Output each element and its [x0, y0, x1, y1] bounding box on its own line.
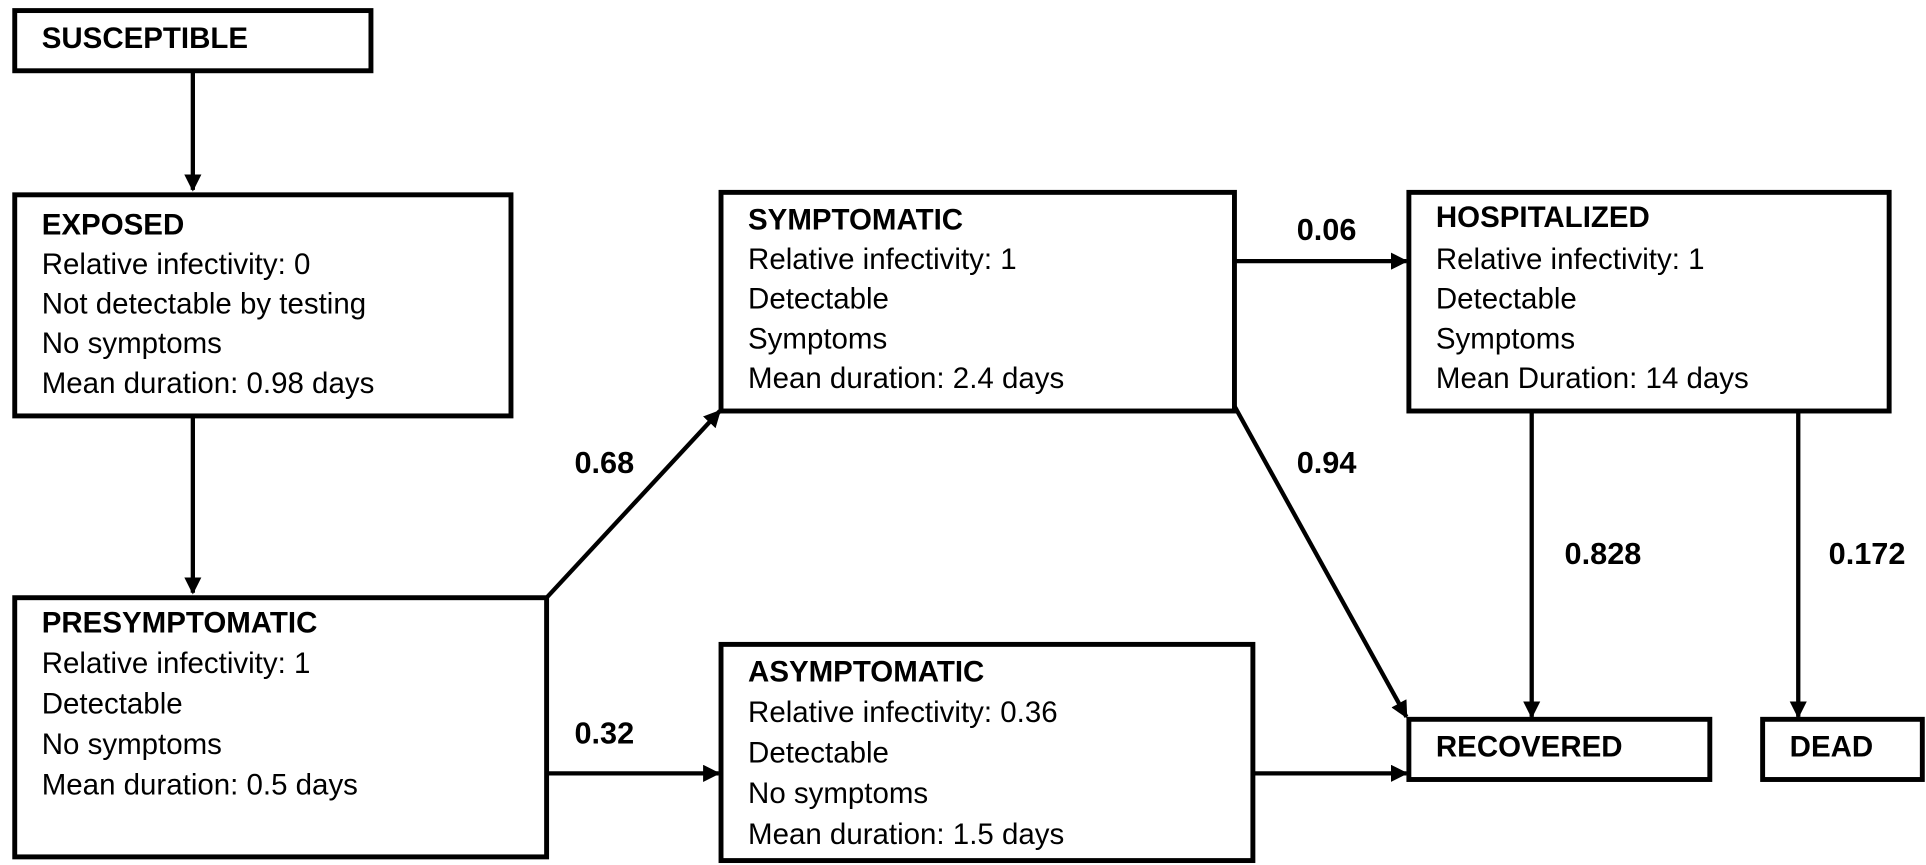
arrows	[184, 70, 1807, 782]
node: ASYMPTOMATIC Relative infectivity: 0.36 De…	[718, 641, 1256, 864]
node-line: Not detectable by testing	[42, 288, 366, 321]
edge-label: 0.06	[1297, 212, 1357, 247]
node-title: PRESYMPTOMATIC	[42, 607, 318, 640]
node-title: RECOVERED	[1436, 731, 1623, 764]
node-line: Symptoms	[748, 322, 887, 355]
node-box	[1760, 716, 1925, 782]
node-line: Detectable	[748, 737, 889, 770]
node-line: Relative infectivity: 1	[42, 647, 311, 680]
edge-label: 0.172	[1829, 536, 1906, 571]
node: PRESYMPTOMATIC Relative infectivity: 1 Det…	[12, 595, 550, 860]
node-box	[718, 641, 1256, 864]
node-line: Relative infectivity: 1	[1436, 243, 1705, 276]
node: EXPOSED Relative infectivity: 0 Not detect…	[12, 192, 514, 419]
edge-label: 0.68	[574, 445, 634, 480]
node-box	[1406, 189, 1892, 414]
node-box	[12, 192, 514, 419]
node: RECOVERED	[1406, 716, 1713, 782]
node-line: Relative infectivity: 0	[42, 248, 311, 281]
node-line: Mean duration: 1.5 days	[748, 818, 1064, 851]
node-line: No symptoms	[42, 728, 222, 761]
node: DEAD	[1760, 716, 1925, 782]
edge-label: 0.828	[1565, 536, 1642, 571]
node: SYMPTOMATIC Relative infectivity: 1 Detect…	[718, 189, 1237, 414]
node-line: No symptoms	[748, 777, 928, 810]
node-line: Mean duration: 0.98 days	[42, 367, 375, 400]
node-line: Relative infectivity: 1	[748, 243, 1017, 276]
arrow	[1232, 405, 1409, 719]
arrow	[545, 409, 722, 600]
edge-label: 0.32	[574, 715, 634, 750]
node: SUSCEPTIBLE	[12, 8, 374, 74]
node-line: Mean duration: 2.4 days	[748, 362, 1064, 395]
node: HOSPITALIZED Relative infectivity: 1 Detec…	[1406, 189, 1892, 414]
node-line: Mean duration: 0.5 days	[42, 769, 358, 802]
node-box	[12, 8, 374, 74]
node-line: Detectable	[1436, 283, 1577, 316]
node-line: Symptoms	[1436, 322, 1575, 355]
node-line: Detectable	[748, 283, 889, 316]
node-title: SUSCEPTIBLE	[42, 22, 248, 55]
node-line: Mean Duration: 14 days	[1436, 362, 1749, 395]
node-box	[1406, 716, 1713, 782]
edge-label: 0.94	[1297, 445, 1357, 480]
node-box	[12, 595, 550, 860]
node-title: ASYMPTOMATIC	[748, 656, 984, 689]
node-line: Detectable	[42, 688, 183, 721]
node-title: DEAD	[1790, 731, 1874, 764]
node-box	[718, 189, 1237, 414]
node-title: SYMPTOMATIC	[748, 204, 963, 237]
node-line: Relative infectivity: 0.36	[748, 696, 1058, 729]
node-line: No symptoms	[42, 327, 222, 360]
node-title: HOSPITALIZED	[1436, 201, 1650, 234]
node-title: EXPOSED	[42, 209, 184, 242]
